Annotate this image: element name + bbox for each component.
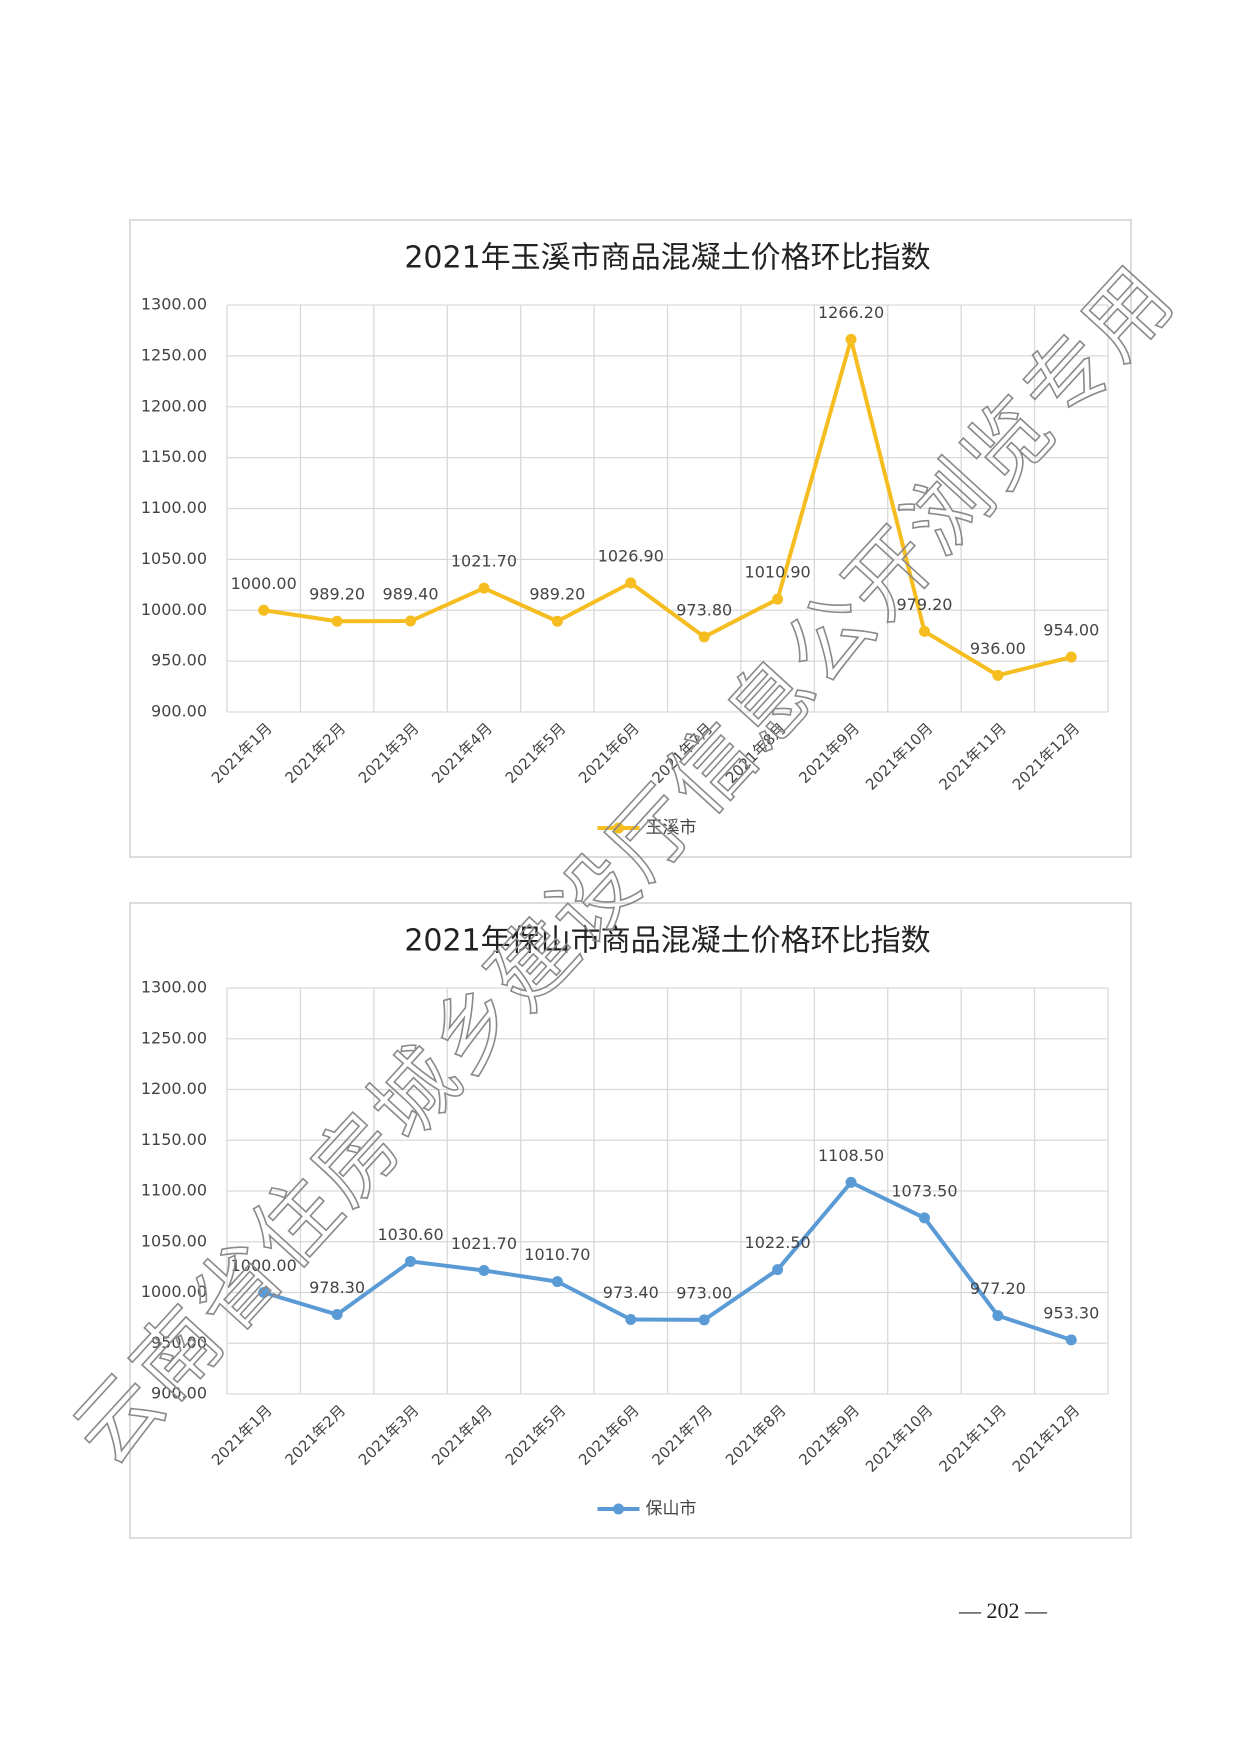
y-tick-label: 1200.00 — [141, 1079, 207, 1098]
data-point — [258, 1287, 270, 1298]
chart-title: 2021年玉溪市商品混凝土价格环比指数 — [404, 241, 930, 276]
data-point — [698, 631, 710, 643]
data-point — [551, 615, 563, 627]
data-point — [992, 1310, 1004, 1322]
data-point — [625, 577, 637, 589]
data-label: 1021.70 — [451, 1234, 517, 1253]
legend-label: 保山市 — [646, 1499, 697, 1519]
data-label: 1021.70 — [451, 552, 517, 571]
data-label: 973.00 — [676, 1283, 732, 1302]
data-point — [992, 669, 1004, 681]
y-tick-label: 1000.00 — [141, 1282, 207, 1301]
legend-label: 玉溪市 — [646, 818, 697, 838]
chart-frame — [129, 902, 1132, 1539]
data-point — [258, 604, 270, 616]
data-label: 1000.00 — [231, 1256, 297, 1275]
y-tick-label: 1150.00 — [141, 447, 207, 466]
data-point — [772, 593, 784, 605]
data-label: 1010.90 — [745, 563, 811, 582]
legend-marker — [613, 1503, 624, 1515]
data-point — [405, 1255, 417, 1267]
y-tick-label: 900.00 — [151, 702, 207, 721]
data-label: 1010.70 — [524, 1245, 590, 1264]
data-point — [478, 1264, 490, 1276]
y-tick-label: 1250.00 — [141, 345, 207, 364]
data-label: 1073.50 — [891, 1181, 957, 1200]
data-label: 1026.90 — [598, 546, 664, 565]
data-label: 953.30 — [1043, 1303, 1099, 1322]
data-point — [1065, 651, 1077, 663]
y-tick-label: 1000.00 — [141, 600, 207, 619]
data-label: 1000.00 — [231, 574, 297, 593]
y-tick-label: 950.00 — [151, 651, 207, 670]
y-tick-label: 1300.00 — [141, 295, 207, 314]
data-point — [405, 615, 417, 627]
data-label: 977.20 — [970, 1279, 1026, 1298]
data-point — [845, 1176, 857, 1188]
y-tick-label: 1200.00 — [141, 396, 207, 415]
data-point — [698, 1314, 710, 1326]
data-point — [918, 1212, 930, 1224]
data-point — [772, 1264, 784, 1276]
y-tick-label: 1100.00 — [141, 1181, 207, 1200]
y-tick-label: 1250.00 — [141, 1028, 207, 1047]
data-label: 973.80 — [676, 600, 732, 619]
chart-title: 2021年保山市商品混凝土价格环比指数 — [404, 924, 930, 959]
series-line — [263, 337, 1072, 678]
y-tick-label: 1050.00 — [141, 1231, 207, 1250]
y-tick-label: 1150.00 — [141, 1130, 207, 1149]
data-label: 979.20 — [896, 595, 952, 614]
data-point — [478, 582, 490, 594]
data-point — [331, 1309, 343, 1321]
y-tick-label: 1050.00 — [141, 549, 207, 568]
data-label: 989.20 — [529, 585, 585, 604]
data-label: 1108.50 — [818, 1146, 884, 1165]
data-label: 989.20 — [309, 585, 365, 604]
y-tick-label: 1100.00 — [141, 498, 207, 517]
chart-frame — [129, 219, 1132, 858]
data-point — [1065, 1334, 1077, 1346]
y-tick-label: 1300.00 — [141, 978, 207, 997]
y-tick-label: 950.00 — [151, 1333, 207, 1352]
data-label: 973.40 — [603, 1283, 659, 1302]
series-line — [263, 1180, 1072, 1342]
data-point — [845, 333, 857, 345]
data-point — [625, 1313, 637, 1325]
data-point — [551, 1276, 563, 1288]
data-label: 1022.50 — [745, 1233, 811, 1252]
data-label: 1030.60 — [377, 1225, 443, 1244]
y-tick-label: 900.00 — [151, 1384, 207, 1403]
data-point — [918, 625, 930, 637]
data-point — [331, 615, 343, 627]
data-label: 954.00 — [1043, 621, 1099, 640]
page-number: — 202 — — [958, 1598, 1048, 1623]
data-label: 1266.20 — [818, 303, 884, 322]
legend-marker — [613, 822, 624, 834]
data-label: 936.00 — [970, 639, 1026, 658]
data-label: 978.30 — [309, 1278, 365, 1297]
data-label: 989.40 — [383, 585, 439, 604]
